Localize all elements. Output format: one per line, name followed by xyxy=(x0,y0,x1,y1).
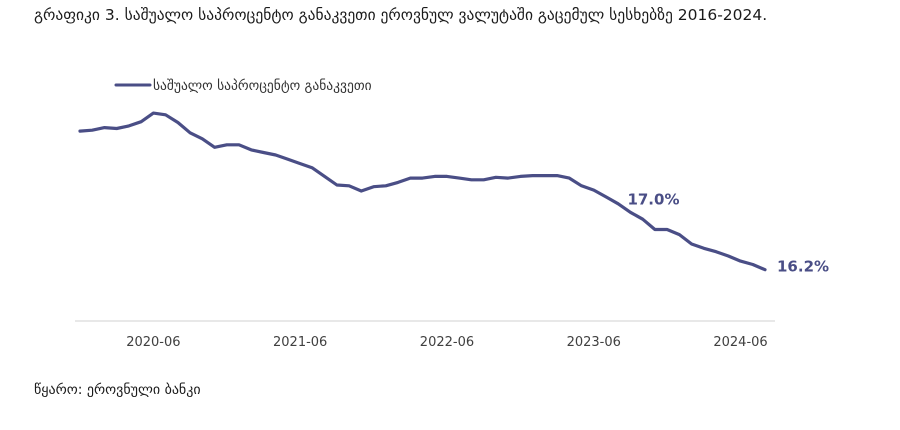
series-line xyxy=(78,111,767,272)
data-label: 16.2% xyxy=(777,258,829,276)
legend-label: საშუალო საპროცენტო განაკვეთი xyxy=(153,77,372,94)
source-note: წყარო: ეროვნული ბანკი xyxy=(34,382,201,398)
legend: საშუალო საპროცენტო განაკვეთი xyxy=(114,77,372,94)
chart-title: გრაფიკი 3. საშუალო საპროცენტო განაკვეთი … xyxy=(34,6,768,24)
x-tick-label: 2021-06 xyxy=(273,335,327,350)
data-labels: 17.0% 16.2% xyxy=(627,190,829,275)
x-axis-ticks: 2020-06 2021-06 2022-06 2023-06 2024-06 xyxy=(126,335,767,350)
x-tick-label: 2024-06 xyxy=(713,335,767,350)
x-tick-label: 2020-06 xyxy=(126,335,180,350)
data-label: 17.0% xyxy=(627,190,679,208)
x-tick-label: 2023-06 xyxy=(567,335,621,350)
x-tick-label: 2022-06 xyxy=(420,335,474,350)
